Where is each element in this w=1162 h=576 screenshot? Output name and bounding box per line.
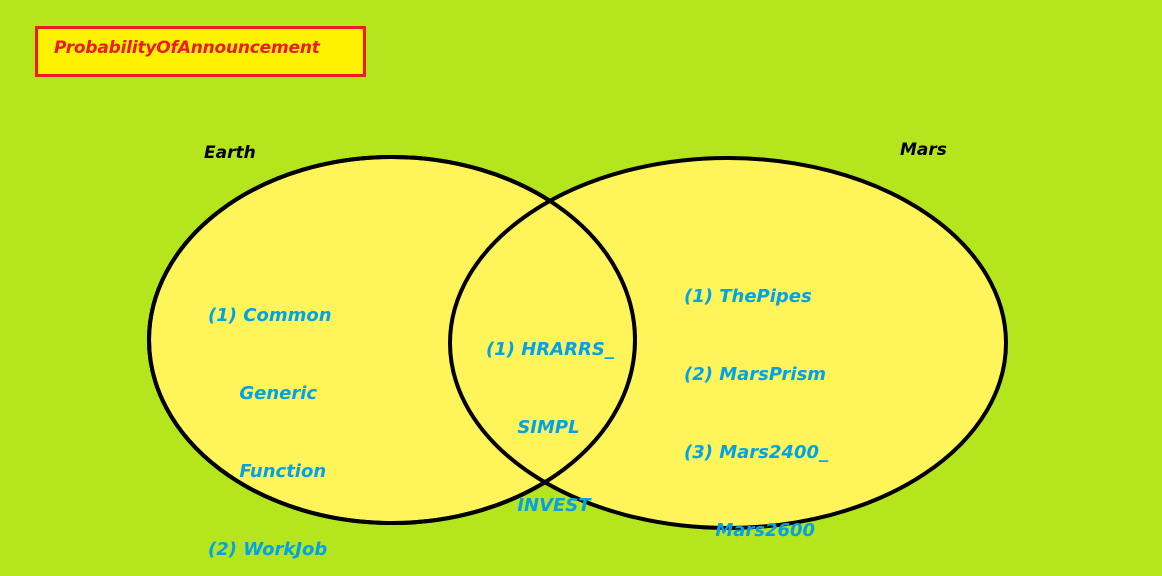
earth-items-list: (1) Common Generic Function (2) WorkJob	[208, 251, 332, 576]
earth-circle-outline	[147, 155, 637, 525]
mars-item: (3) Mars2400_	[684, 442, 828, 463]
mars-items-list: (1) ThePipes (2) MarsPrism (3) Mars2400_…	[684, 232, 828, 576]
intersection-item: (1) HRARRS_	[486, 339, 614, 360]
intersection-item: INVEST	[486, 495, 591, 516]
title-box: ProbabilityOfAnnouncement	[35, 26, 366, 77]
intersection-items-list: (1) HRARRS_ SIMPL INVEST	[486, 285, 614, 571]
mars-item: (1) ThePipes	[684, 286, 812, 307]
earth-label: Earth	[204, 143, 256, 163]
mars-item: (2) MarsPrism	[684, 364, 827, 385]
earth-item: (2) WorkJob	[208, 539, 328, 560]
earth-item: Function	[208, 461, 327, 482]
earth-item: Generic	[208, 383, 318, 404]
mars-item: Mars2600	[684, 520, 816, 541]
mars-label: Mars	[900, 140, 947, 160]
earth-item: (1) Common	[208, 305, 332, 326]
intersection-item: SIMPL	[486, 417, 580, 438]
mars-circle	[448, 156, 1008, 530]
diagram-title: ProbabilityOfAnnouncement	[54, 38, 320, 58]
